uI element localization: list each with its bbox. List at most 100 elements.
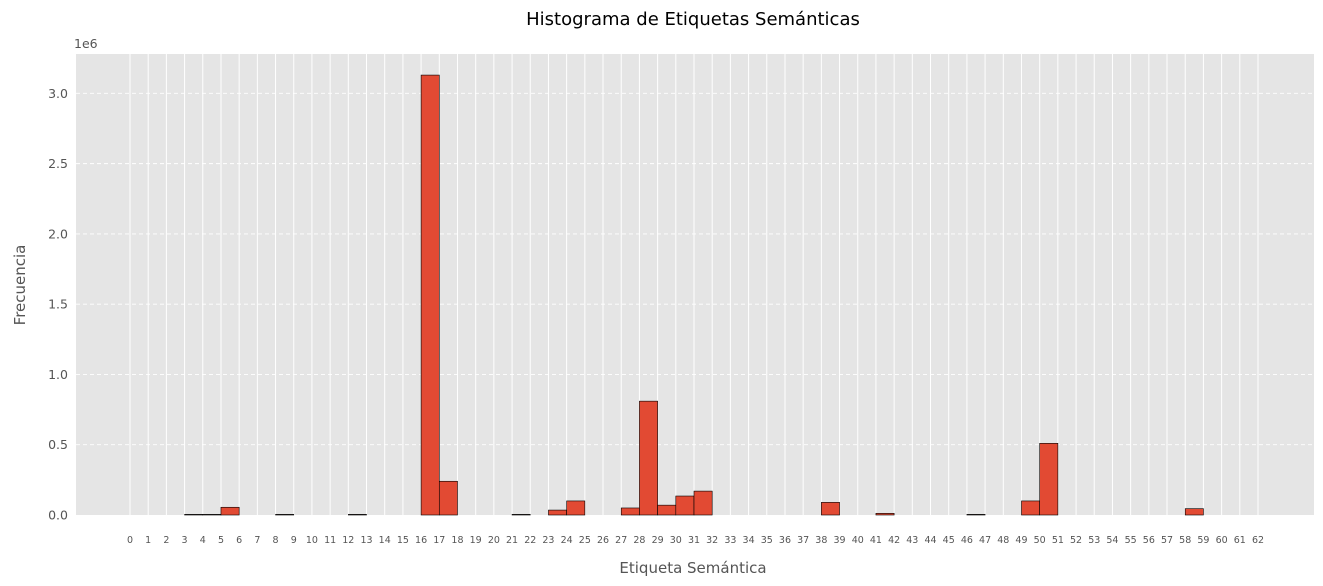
histogram-bar (693, 490, 713, 516)
x-tick-label: 55 (1125, 535, 1137, 546)
x-tick-label: 20 (488, 535, 500, 546)
histogram-bar (1184, 508, 1204, 516)
x-tick-labels: 0 1 2 3 4 5 6 7 8 9 10 11 12 13 14 15 16 17 18 19 20 21 22 23 24… (127, 535, 1264, 546)
x-tick-label: 15 (397, 535, 409, 546)
x-tick-label: 56 (1143, 535, 1155, 546)
x-tick-label: 41 (870, 535, 882, 546)
histogram-bar (348, 514, 367, 516)
x-tick-label: 7 (254, 535, 260, 546)
y-axis-label: Frecuencia (11, 245, 29, 326)
x-tick-label: 36 (779, 535, 791, 546)
x-tick-label: 22 (524, 535, 536, 546)
histogram-bar (220, 506, 240, 516)
x-tick-label: 16 (415, 535, 427, 546)
y-tick-label: 3.0 (48, 86, 68, 101)
x-tick-label: 46 (961, 535, 973, 546)
histogram-bar (821, 502, 840, 516)
y-axis-multiplier: 1e6 (74, 36, 98, 51)
histogram-bar (966, 514, 986, 516)
x-tick-label: 44 (924, 535, 936, 546)
histogram-bar (875, 513, 895, 516)
x-tick-label: 53 (1088, 535, 1100, 546)
x-tick-label: 58 (1179, 535, 1191, 546)
x-tick-label: 35 (761, 535, 773, 546)
histogram-bar (511, 514, 531, 516)
x-tick-label: 59 (1197, 535, 1209, 546)
x-tick-label: 37 (797, 535, 809, 546)
x-tick-label: 25 (579, 535, 591, 546)
x-tick-label: 8 (273, 535, 279, 546)
histogram-bar (420, 74, 440, 516)
x-tick-label: 57 (1161, 535, 1173, 546)
x-tick-label: 32 (706, 535, 718, 546)
y-tick-label: 2.5 (48, 156, 68, 171)
x-tick-label: 3 (182, 535, 188, 546)
histogram-bar (1021, 500, 1040, 516)
histogram-bar (548, 509, 567, 516)
vertical-gridlines (129, 54, 1259, 515)
x-tick-label: 39 (834, 535, 846, 546)
x-tick-label: 9 (291, 535, 297, 546)
y-tick-label: 2.0 (48, 226, 68, 241)
x-tick-label: 38 (815, 535, 827, 546)
x-tick-label: 14 (379, 535, 391, 546)
x-tick-label: 27 (615, 535, 627, 546)
x-tick-label: 31 (688, 535, 700, 546)
x-tick-label: 49 (1015, 535, 1027, 546)
x-tick-label: 62 (1252, 535, 1264, 546)
x-tick-label: 61 (1234, 535, 1246, 546)
x-tick-label: 19 (470, 535, 482, 546)
plot-background (76, 54, 1314, 515)
chart-title: Histograma de Etiquetas Semánticas (526, 9, 860, 30)
x-axis-label: Etiqueta Semántica (619, 559, 766, 577)
histogram-bar (202, 514, 222, 516)
histogram-bar (639, 400, 658, 516)
x-tick-label: 47 (979, 535, 991, 546)
x-tick-label: 34 (743, 535, 755, 546)
histogram-bar (620, 507, 640, 516)
x-tick-label: 18 (451, 535, 463, 546)
x-tick-label: 48 (997, 535, 1009, 546)
x-tick-label: 45 (943, 535, 955, 546)
histogram-bar (675, 495, 695, 516)
x-tick-label: 40 (852, 535, 864, 546)
x-tick-label: 5 (218, 535, 224, 546)
y-tick-label: 0.0 (48, 508, 68, 523)
x-tick-label: 21 (506, 535, 518, 546)
x-tick-label: 10 (306, 535, 318, 546)
horizontal-gridlines (76, 92, 1314, 446)
x-tick-label: 28 (633, 535, 645, 546)
histogram-bar (566, 500, 586, 516)
x-tick-label: 0 (127, 535, 133, 546)
histogram-bar (657, 504, 677, 516)
y-tick-label: 1.5 (48, 297, 68, 312)
histogram-bar (1039, 443, 1059, 516)
x-tick-label: 4 (200, 535, 206, 546)
x-tick-label: 26 (597, 535, 609, 546)
histogram-bar (184, 514, 204, 516)
x-tick-label: 30 (670, 535, 682, 546)
y-tick-labels: 0.0 0.5 1.0 1.5 2.0 2.5 3.0 (48, 86, 68, 523)
y-tick-label: 0.5 (48, 437, 68, 452)
x-tick-label: 17 (433, 535, 445, 546)
y-tick-label: 1.0 (48, 367, 68, 382)
bars (184, 74, 1204, 516)
x-tick-label: 11 (324, 535, 336, 546)
x-tick-label: 23 (542, 535, 554, 546)
x-tick-label: 54 (1106, 535, 1118, 546)
x-tick-label: 51 (1052, 535, 1064, 546)
x-tick-label: 1 (145, 535, 151, 546)
x-tick-label: 33 (724, 535, 736, 546)
x-tick-label: 60 (1216, 535, 1228, 546)
x-tick-label: 24 (561, 535, 573, 546)
x-tick-label: 2 (163, 535, 169, 546)
x-tick-label: 50 (1034, 535, 1046, 546)
x-tick-label: 6 (236, 535, 242, 546)
x-tick-label: 43 (906, 535, 918, 546)
x-tick-label: 13 (360, 535, 372, 546)
x-tick-label: 12 (342, 535, 354, 546)
x-tick-label: 52 (1070, 535, 1082, 546)
histogram-bar (438, 480, 458, 516)
x-tick-label: 29 (652, 535, 664, 546)
